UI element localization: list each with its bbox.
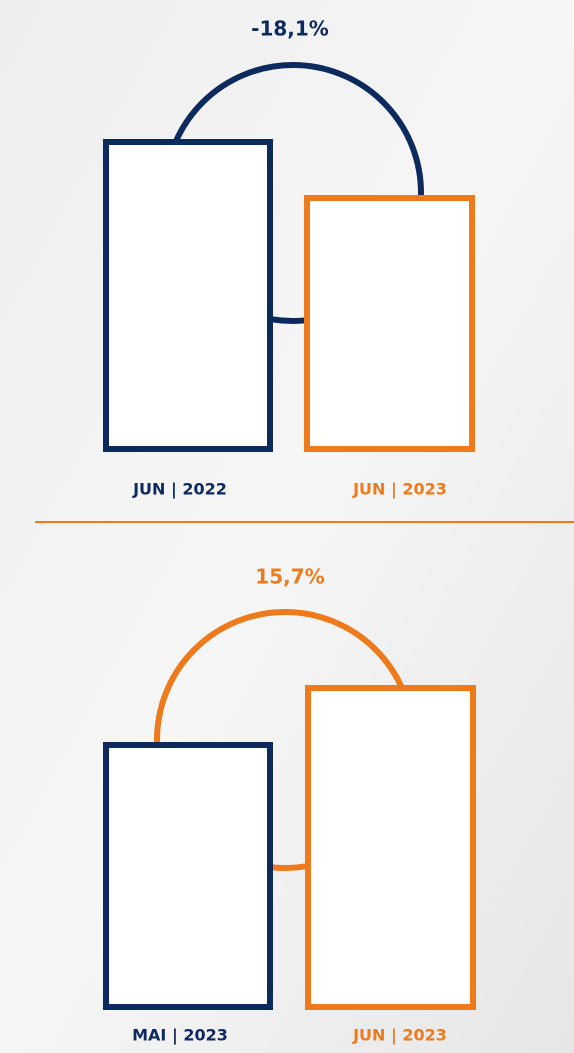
change-label: 15,7%	[255, 565, 324, 589]
change-label: -18,1%	[251, 17, 329, 41]
infographic: -18,1% JUN | 2022 JUN | 2023 15,7% MAI |…	[0, 0, 574, 1053]
period-label: JUN | 2022	[132, 480, 227, 500]
bar-right	[308, 688, 473, 1007]
period-label: JUN | 2023	[352, 480, 447, 500]
bar-right	[307, 198, 472, 449]
period-label: JUN | 2023	[352, 1026, 447, 1046]
period-label: MAI | 2023	[132, 1026, 228, 1046]
background	[0, 0, 574, 1053]
bar-left	[106, 142, 270, 449]
bar-left	[106, 745, 270, 1007]
page: -18,1% JUN | 2022 JUN | 2023 15,7% MAI |…	[0, 0, 574, 1053]
